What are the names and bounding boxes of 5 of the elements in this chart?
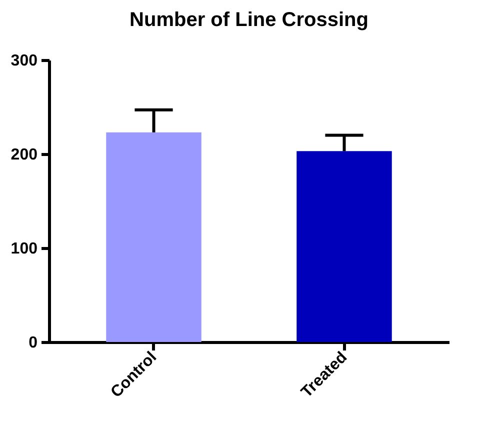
y-tick-label: 300 bbox=[10, 52, 38, 70]
y-tick-label: 0 bbox=[28, 334, 38, 352]
y-tick-label: 100 bbox=[10, 240, 38, 258]
y-tick-label: 200 bbox=[10, 146, 38, 164]
chart-title: Number of Line Crossing bbox=[130, 9, 368, 31]
